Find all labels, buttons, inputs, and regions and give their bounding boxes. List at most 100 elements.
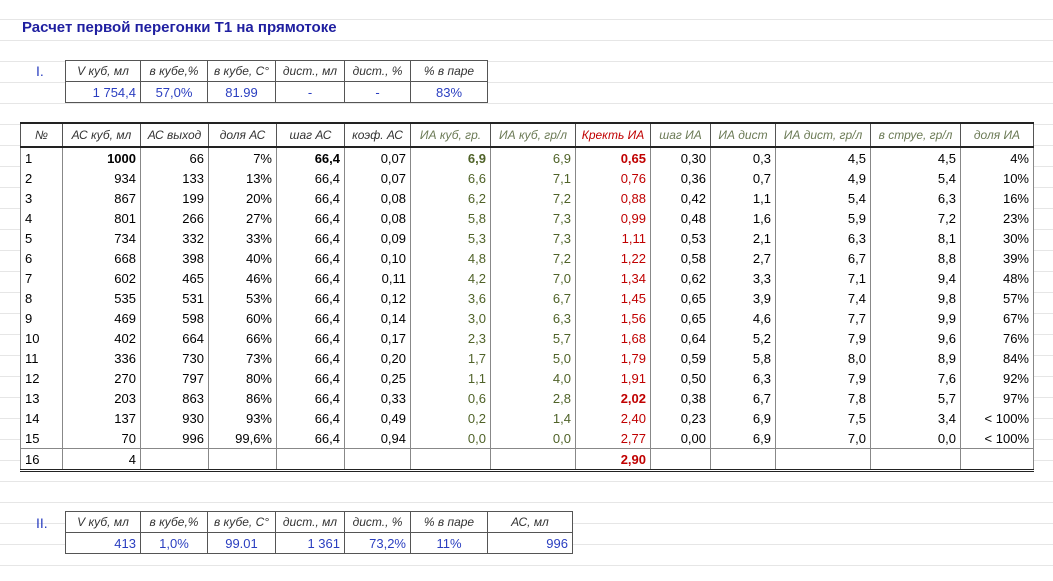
cell: 4,5 — [775, 147, 871, 168]
cell: 4% — [960, 147, 1034, 168]
cell: 9,9 — [870, 308, 961, 328]
cell: 6,3 — [710, 368, 776, 388]
cell: 6,9 — [710, 408, 776, 428]
cell: 1,6 — [710, 208, 776, 228]
header-cell: шаг АС — [276, 122, 345, 148]
header-cell: ИА дист — [710, 122, 776, 148]
cell: 7,1 — [775, 268, 871, 288]
cell: 934 — [62, 168, 141, 188]
cell: 0,99 — [575, 208, 651, 228]
cell: 4,2 — [410, 268, 491, 288]
cell: 92% — [960, 368, 1034, 388]
cell: 0,88 — [575, 188, 651, 208]
cell: 0,7 — [710, 168, 776, 188]
cell — [344, 448, 411, 472]
cell: 57% — [960, 288, 1034, 308]
cell: 15 — [20, 428, 63, 449]
cell: 5,4 — [870, 168, 961, 188]
header-cell: V куб, мл — [65, 511, 141, 533]
header-cell: V куб, мл — [65, 60, 141, 82]
data-row: 16 4 2,90 — [20, 448, 1034, 472]
cell: 40% — [208, 248, 277, 268]
cell: 996 — [140, 428, 209, 449]
cell: 7% — [208, 147, 277, 168]
cell: 39% — [960, 248, 1034, 268]
value-cell: 57,0% — [140, 81, 208, 103]
header-cell: дист., % — [344, 60, 411, 82]
cell: 66 — [140, 147, 209, 168]
cell: 66,4 — [276, 248, 345, 268]
header-row: V куб, мл в кубе,% в кубе, С° дист., мл дист… — [65, 60, 488, 82]
cell: 2 — [20, 168, 63, 188]
cell: 7,3 — [490, 228, 576, 248]
cell: 66,4 — [276, 188, 345, 208]
cell: 0,11 — [344, 268, 411, 288]
cell: 7,1 — [490, 168, 576, 188]
header-cell: дист., мл — [275, 511, 345, 533]
cell: 8,9 — [870, 348, 961, 368]
cell: 7,7 — [775, 308, 871, 328]
cell: 1,56 — [575, 308, 651, 328]
value-cell: 99.01 — [207, 532, 276, 554]
cell: 5,9 — [775, 208, 871, 228]
cell: 9,6 — [870, 328, 961, 348]
cell: 13% — [208, 168, 277, 188]
cell: 6 — [20, 248, 63, 268]
header-cell: в кубе, С° — [207, 60, 276, 82]
cell: 6,6 — [410, 168, 491, 188]
cell: 930 — [140, 408, 209, 428]
cell: 10 — [20, 328, 63, 348]
cell: 801 — [62, 208, 141, 228]
cell: 0,10 — [344, 248, 411, 268]
cell: 80% — [208, 368, 277, 388]
cell: 336 — [62, 348, 141, 368]
cell: 1 — [20, 147, 63, 168]
cell: 2,40 — [575, 408, 651, 428]
cell: 70 — [62, 428, 141, 449]
cell: 270 — [62, 368, 141, 388]
value-row: 1 754,4 57,0% 81.99- -83% — [65, 81, 488, 103]
cell — [960, 448, 1034, 472]
cell: 664 — [140, 328, 209, 348]
header-row: № АС куб, мл АС выход доля АС шаг АС коэф. АС… — [20, 122, 1034, 148]
value-cell: - — [344, 81, 411, 103]
header-cell: дист., % — [344, 511, 411, 533]
header-cell: в кубе, С° — [207, 511, 276, 533]
cell: 0,38 — [650, 388, 711, 408]
cell: 66,4 — [276, 288, 345, 308]
cell: 266 — [140, 208, 209, 228]
cell: 730 — [140, 348, 209, 368]
cell: 3 — [20, 188, 63, 208]
cell: 46% — [208, 268, 277, 288]
cell: 66% — [208, 328, 277, 348]
cell: 6,9 — [490, 147, 576, 168]
value-cell: 81.99 — [207, 81, 276, 103]
cell: < 100% — [960, 428, 1034, 449]
cell: 1,7 — [410, 348, 491, 368]
header-cell: шаг ИА — [650, 122, 711, 148]
cell: 7,4 — [775, 288, 871, 308]
cell: 6,3 — [870, 188, 961, 208]
header-cell: ИА куб, гр. — [410, 122, 491, 148]
header-cell: ИА дист, гр/л — [775, 122, 871, 148]
cell: 602 — [62, 268, 141, 288]
cell: 133 — [140, 168, 209, 188]
value-row: 413 1,0% 99.01 1 361 73,2% 11% 996 — [65, 532, 573, 554]
cell: 7,2 — [870, 208, 961, 228]
cell: 0,36 — [650, 168, 711, 188]
header-cell: коэф. АС — [344, 122, 411, 148]
cell: 10% — [960, 168, 1034, 188]
data-row: 15 70 996 99,6% 66,4 0,94 0,0 0,0 2,77 0,00 6,9 7,0… — [20, 428, 1034, 449]
cell: 863 — [140, 388, 209, 408]
data-row: 9 469 598 60% 66,4 0,14 3,0 6,3 1,56 0,65 4,6 7,7 9,… — [20, 308, 1034, 328]
cell: 2,8 — [490, 388, 576, 408]
cell: 5,4 — [775, 188, 871, 208]
cell: 0,20 — [344, 348, 411, 368]
data-row: 4 801 266 27% 66,4 0,08 5,8 7,3 0,99 0,48 1,6 5,9 7,… — [20, 208, 1034, 228]
value-cell: 1 361 — [275, 532, 345, 554]
cell: 0,07 — [344, 168, 411, 188]
data-row: 14 137 930 93% 66,4 0,49 0,2 1,4 2,40 0,23 6,9 7,5 3… — [20, 408, 1034, 428]
cell: 0,17 — [344, 328, 411, 348]
cell — [490, 448, 576, 472]
cell: 7,5 — [775, 408, 871, 428]
